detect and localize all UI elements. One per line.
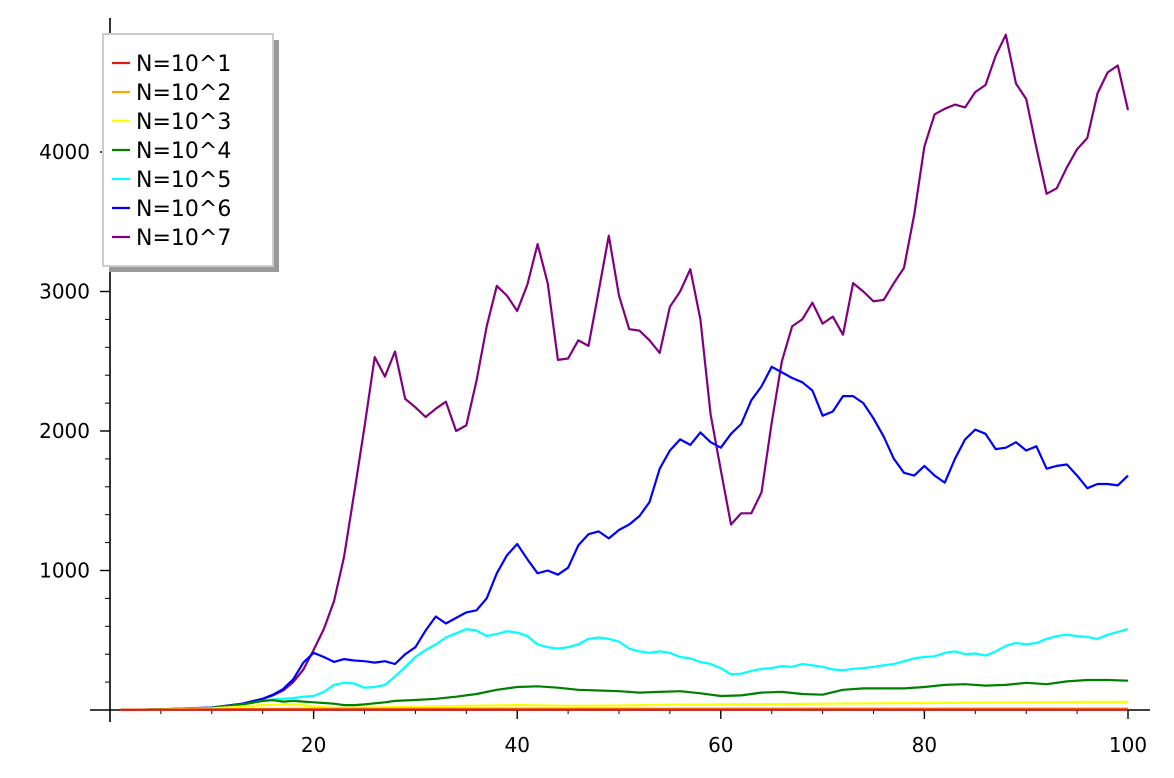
series-line-n-10-7 bbox=[120, 33, 1130, 711]
legend-label: N=10^1 bbox=[136, 52, 231, 77]
x-tick-label: 100 bbox=[1109, 733, 1147, 757]
series-line-n-10-3 bbox=[120, 700, 1129, 711]
series-line-n-10-5 bbox=[120, 627, 1129, 711]
y-tick-label: 2000 bbox=[39, 419, 90, 443]
legend-label: N=10^5 bbox=[136, 168, 231, 193]
legend-label: N=10^4 bbox=[136, 139, 231, 164]
series-lines bbox=[120, 33, 1130, 712]
y-tick-label: 3000 bbox=[39, 280, 90, 304]
legend-label: N=10^3 bbox=[136, 110, 231, 135]
x-tick-label: 80 bbox=[912, 733, 937, 757]
series-line-n-10-4 bbox=[120, 678, 1129, 711]
legend-label: N=10^6 bbox=[136, 197, 231, 222]
y-tick-label: 1000 bbox=[39, 559, 90, 583]
x-tick-label: 60 bbox=[708, 733, 733, 757]
y-tick-label: 4000 bbox=[39, 140, 90, 164]
series-line-n-10-6 bbox=[120, 365, 1129, 711]
legend: N=10^1 N=10^2 N=10^3 N=10^4 N=10^5 N=10^6 N=10… bbox=[102, 33, 279, 272]
legend-box bbox=[102, 33, 274, 267]
x-tick-label: 20 bbox=[301, 733, 326, 757]
x-tick-label: 40 bbox=[504, 733, 529, 757]
legend-label: N=10^2 bbox=[136, 81, 231, 106]
legend-label: N=10^7 bbox=[136, 226, 231, 251]
